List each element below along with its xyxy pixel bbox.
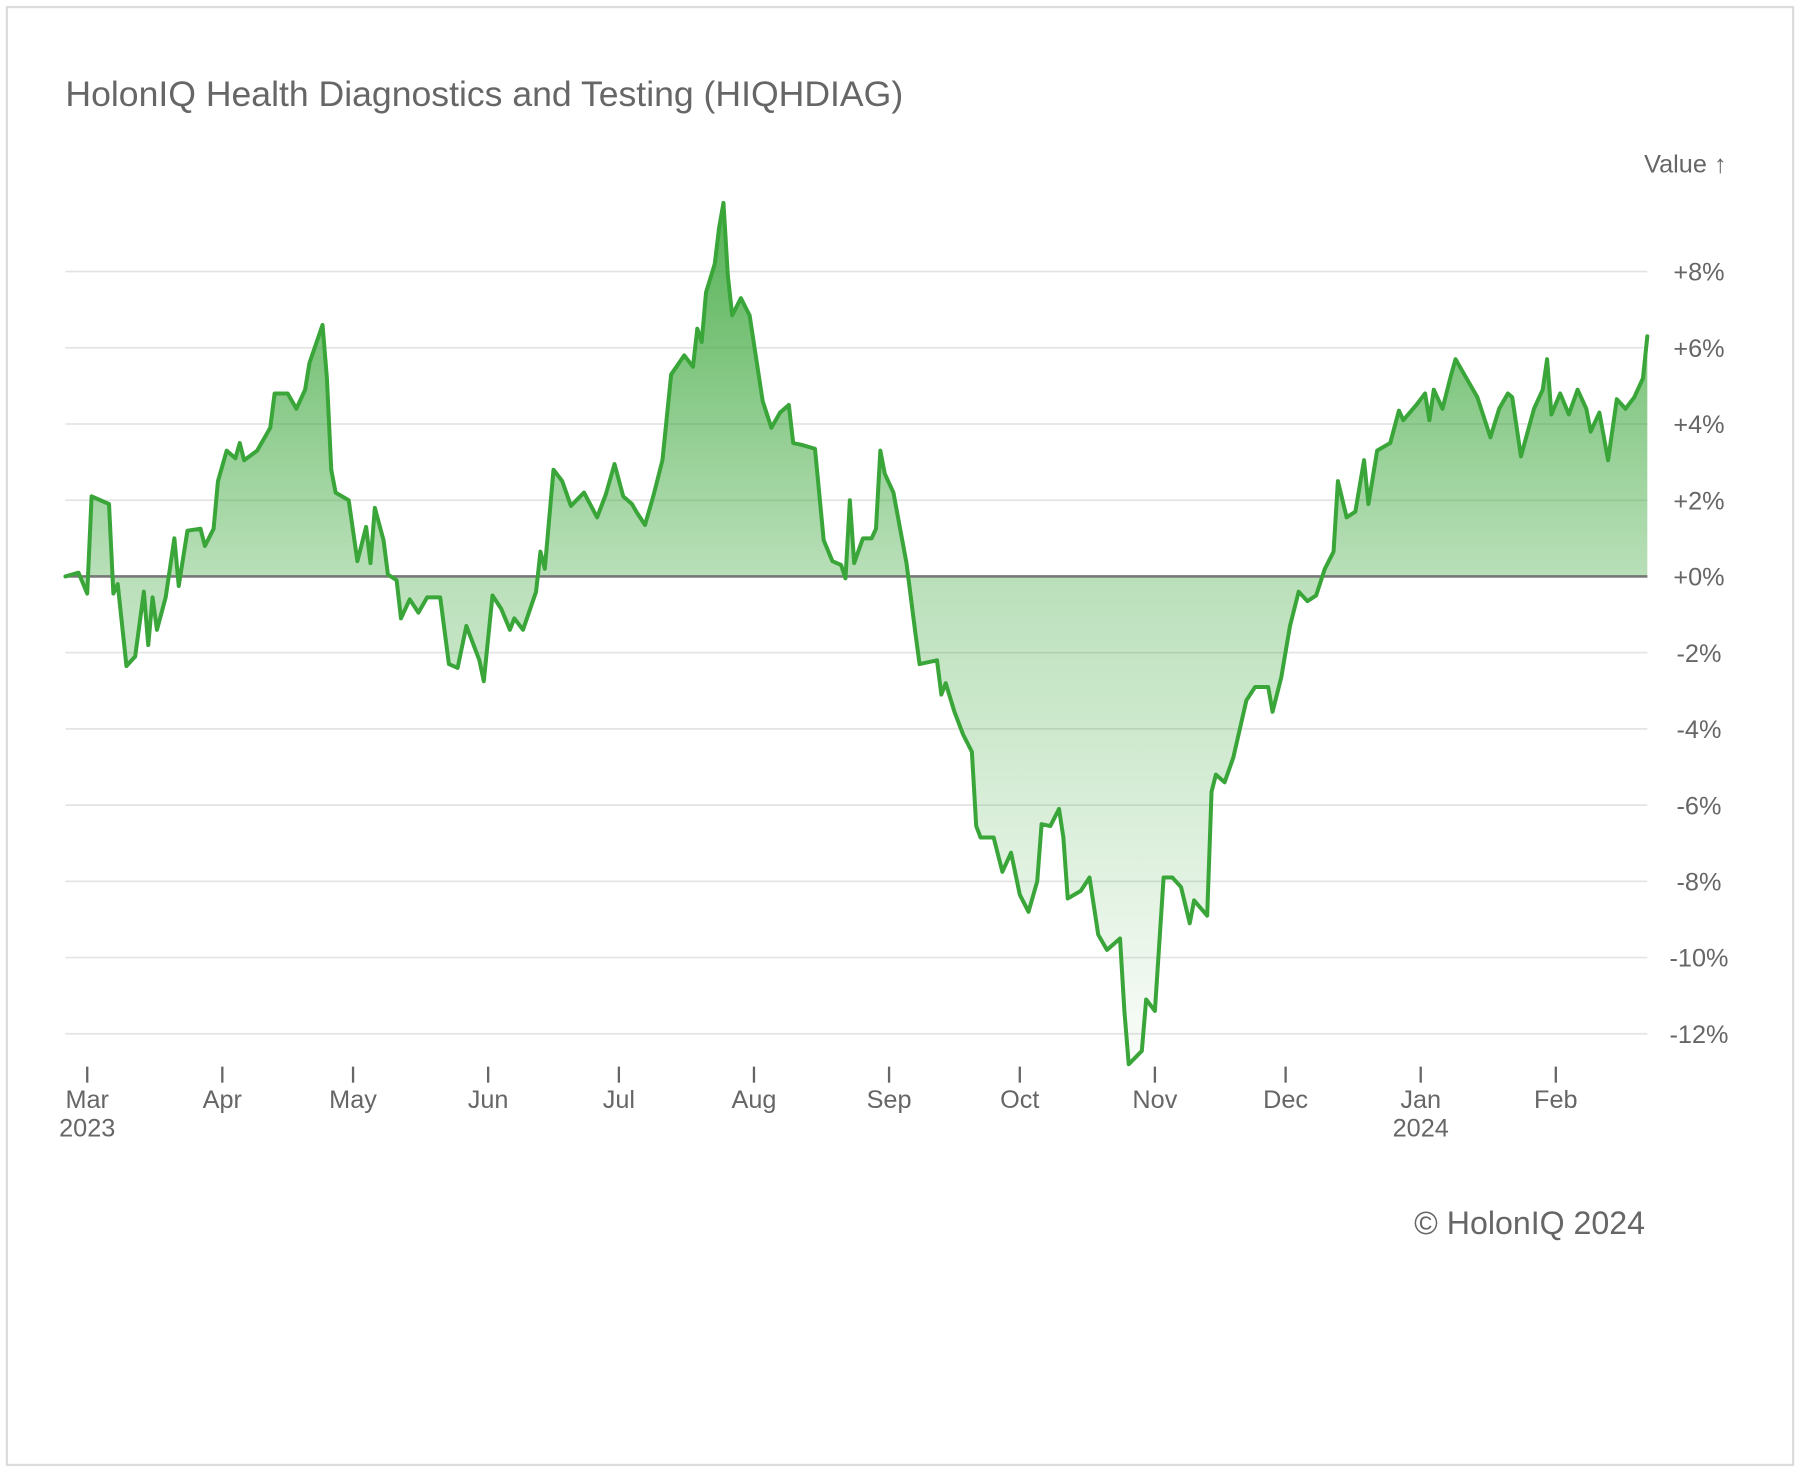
y-tick-label: -2% — [1677, 640, 1722, 668]
y-tick-label: -6% — [1677, 792, 1722, 820]
x-tick-label-box: Dec — [1263, 1084, 1309, 1114]
x-tick-label: Dec — [1263, 1084, 1309, 1114]
x-tick-label-box: Jun — [467, 1084, 509, 1114]
y-tick-label: +2% — [1673, 487, 1724, 515]
x-tick-label-box: Aug — [731, 1084, 777, 1114]
x-tick-label: Apr — [202, 1084, 242, 1114]
x-tick-label: Nov — [1132, 1084, 1178, 1114]
y-axis-label: Value ↑ — [1644, 150, 1726, 178]
x-tick-label: Aug — [731, 1084, 777, 1114]
x-tick-label: Jul — [602, 1084, 636, 1114]
y-tick-label: +8% — [1673, 259, 1724, 287]
x-tick-label-box: May — [329, 1084, 377, 1114]
line — [63, 200, 1650, 1067]
x-tick-label-box: Oct — [1000, 1084, 1040, 1114]
x-tick-label: Sep — [866, 1084, 912, 1114]
x-tick-label-box: Sep — [866, 1084, 912, 1114]
x-tick-label: Feb — [1534, 1084, 1578, 1114]
x-tick-label-box: Feb — [1534, 1084, 1578, 1114]
x-tick-label: Jan 2024 — [1392, 1084, 1449, 1143]
x-tick-label: Jun — [467, 1084, 509, 1114]
y-tick-label: +6% — [1673, 335, 1724, 363]
footer: © HolonIQ 2024 — [1414, 1205, 1645, 1241]
y-tick-label: +4% — [1673, 411, 1724, 439]
x-tick-label-box: Nov — [1132, 1084, 1178, 1114]
y-tick-label: -10% — [1670, 945, 1729, 973]
frame — [5, 5, 1795, 1467]
x-tick-label: Mar 2023 — [59, 1084, 116, 1143]
chart-title: HolonIQ Health Diagnostics and Testing (… — [65, 74, 903, 114]
y-tick-label: -8% — [1677, 869, 1722, 897]
x-tick-label-box: Mar 2023 — [59, 1084, 116, 1143]
y-tick-label: -12% — [1670, 1021, 1729, 1049]
x-tick-label-box: Jul — [602, 1084, 636, 1114]
y-tick-label: +0% — [1673, 564, 1724, 592]
y-tick-label: -4% — [1677, 716, 1722, 744]
x-tick-label: May — [329, 1084, 377, 1114]
x-tick-label-box: Jan 2024 — [1392, 1084, 1449, 1143]
x-tick-label-box: Apr — [202, 1084, 242, 1114]
x-tick-label: Oct — [1000, 1084, 1040, 1114]
